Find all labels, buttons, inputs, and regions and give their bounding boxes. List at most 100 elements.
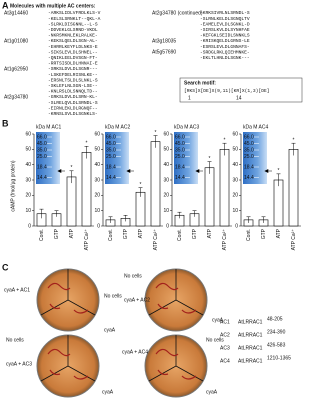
x-tick-label: GTP [192,228,198,239]
bar [66,176,77,227]
gel-arrow [195,169,203,173]
gel-marker: 45.0 [37,141,47,147]
plate-label: cyaA + AC3 [6,361,32,367]
y-tick-label: 0 [235,223,238,229]
x-tick-label: ATP [69,228,75,238]
motif: [RKS]X[DE]X(9,11)[KR]X(1,3)[DE] [184,88,269,94]
error-bar [84,146,89,159]
y-tick-label: 40 [94,162,100,168]
y-tick-label: 10 [25,208,31,214]
y-tick-label: 50 [94,147,100,153]
sequence: -KEFGKLSEIDLSNNKLS [200,33,250,39]
gel-arrow [264,169,272,173]
error-bar [153,135,158,148]
error-bar [246,216,251,223]
error-bar [108,216,113,223]
legend-range: 48-205 [267,316,283,322]
significance: * [209,156,211,162]
plate-label: cyaA [206,389,218,395]
y-tick-label: 30 [163,177,169,183]
y-tick-label: 20 [25,193,31,199]
gel-marker: 18.4 [244,164,254,170]
sequence: -SKLEFLNLSGN-LSE-- [48,83,98,89]
y-tick-label: 50 [163,147,169,153]
legend-construct: AtLRRAC1 [238,345,263,351]
legend-key: AC2 [220,332,230,338]
significance: * [224,138,226,144]
error-bar [291,142,296,156]
error-bar [207,161,212,174]
gene-label: At1g01080 [4,38,28,44]
gel-inset [36,132,60,184]
gel-inset [105,132,129,184]
sequence: -DDVEKLGLSRND-VKDL [48,27,98,33]
significance: * [155,130,157,136]
significance: * [71,165,73,171]
inset-title: kDa M AC3 [174,124,200,130]
sequence: -SLRKLDISGNNL--L-S [48,21,98,27]
significance: * [140,182,142,188]
y-tick-label: 60 [163,131,169,137]
gel-arrow [126,169,134,173]
sequence: -SIRSLKVLDLSYNHFAE [200,27,250,33]
legend-range: 1210-1365 [267,355,291,361]
gene-label: At3g14460 [4,10,28,16]
significance: * [293,138,295,144]
figure: A Molecules with multiple AC centers: Se… [2,0,303,398]
sequence: -SRKSLDVLDLSGNR--- [48,66,98,72]
panel-a-title: Molecules with multiple AC centers: [10,3,96,9]
error-bar [192,210,197,217]
gel-marker: 66.0 [106,134,116,140]
sequence: -ERSNLTSLDLSLNKL-S [48,77,98,83]
x-tick-label: ATP Ca²⁺ [84,229,90,251]
legend-construct: AtLRRAC1 [238,319,263,325]
x-tick-label: ATP [276,228,282,238]
bar [135,191,146,227]
gel-marker: 35.0 [244,147,254,153]
legend-range: 234-390 [267,329,286,335]
plate-label: No cells [124,273,142,279]
sequence: -EAMELEVLDLSGNKL-D [200,21,250,27]
panel-letter: A [2,0,9,10]
gel-marker: 25.0 [244,154,254,160]
gel-marker: 25.0 [37,154,47,160]
x-tick-label: ATP [138,228,144,238]
sequence: -KRISKQELDLGRNS-LE [200,38,250,44]
streak [155,282,197,314]
gel-marker: 25.0 [106,154,116,160]
bar [150,141,161,227]
gel-marker: 14.4 [106,175,116,181]
sequence: -KRNSLSVLDLSGNKLS- [48,111,98,117]
y-tick-label: 30 [25,177,31,183]
gene-label: At1g62950 [4,66,28,72]
significance: * [86,141,88,147]
y-tick-label: 0 [166,223,169,229]
sequence: -NKRSMKNLEKLRALKE- [48,33,98,39]
y-tick-label: 30 [94,177,100,183]
x-tick-label: GTP [123,228,129,239]
motif-position: 1 [188,95,191,101]
plate-label: No cells [206,337,224,343]
bar [219,149,230,227]
x-tick-label: Cont. [246,229,252,241]
gel-marker: 35.0 [106,147,116,153]
error-bar [177,211,182,219]
x-tick-label: ATP Ca²⁺ [291,229,297,251]
gel-marker: 14.4 [175,175,185,181]
x-tick-label: ATP Ca²⁺ [153,229,159,251]
plate-label: cyaA [102,389,114,395]
gel-marker: 66.0 [37,134,47,140]
plate-label: cyaA + AC2 [124,297,150,303]
streak [47,348,89,380]
sequence: -KEKSLQELDLSGN-AL- [48,38,98,44]
gene-label: At5g57690 [152,50,176,56]
error-bar [69,170,74,184]
x-tick-label: GTP [261,228,267,239]
gene-label: At3g18035 [152,38,176,44]
bar [81,152,92,227]
y-tick-label: 10 [232,208,238,214]
sequence: -LSKEFDELRISNLKE-- [48,72,98,78]
gel-marker: 66.0 [244,134,254,140]
sequence: -KRKSIVRLNLSRNDL-S [200,10,250,16]
